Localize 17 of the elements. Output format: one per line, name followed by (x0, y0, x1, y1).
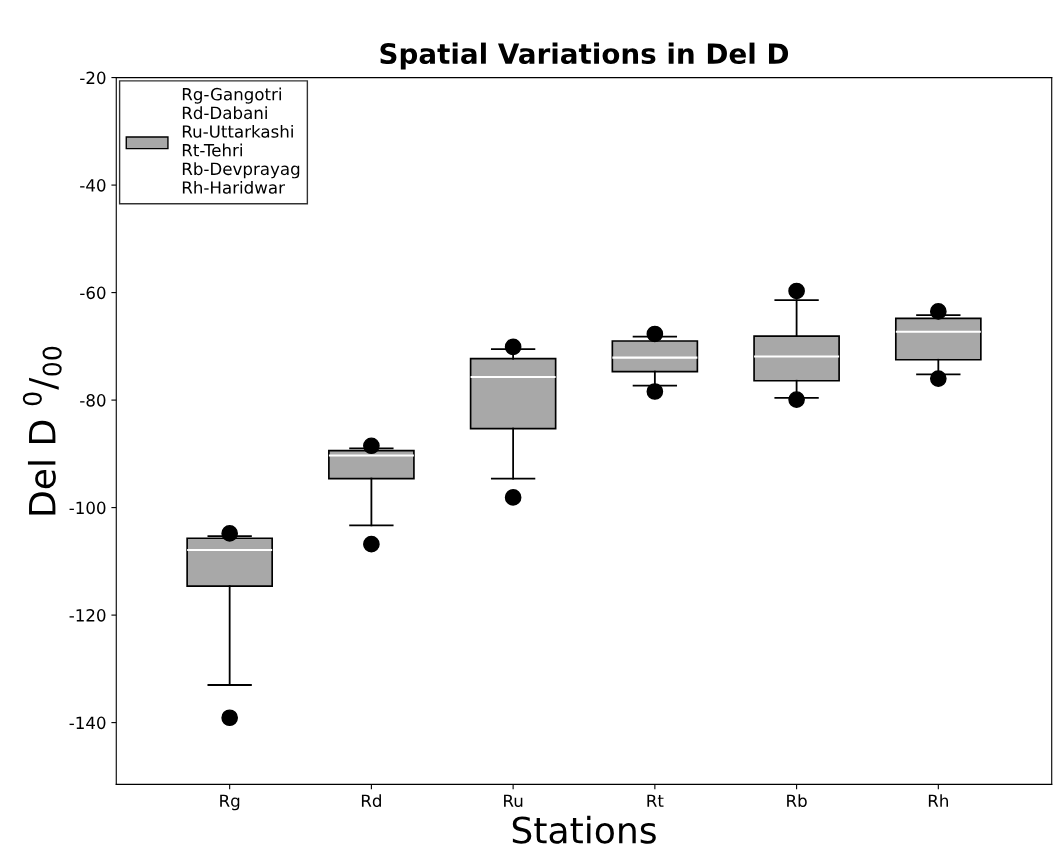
y-tick-label: -80 (80, 394, 106, 407)
y-tick-label: -20 (80, 71, 106, 85)
y-tick-label: -60 (80, 286, 106, 300)
x-tick-label: Rg (220, 794, 240, 811)
y-tick-label: -40 (80, 179, 106, 192)
legend-label: Rg-Gangotri Rd-Dabani Ru-Uttarkashi Rt-Tehri Rb-Devprayag Rh-Haridwar (182, 87, 300, 194)
y-tick-label: -100 (69, 501, 106, 515)
x-tick-label: Rb (787, 794, 807, 808)
x-tick-label: Ru (504, 794, 523, 808)
y-tick-label: -120 (69, 609, 106, 622)
y-axis-title: Del D $^{0}$/$_{00}$ (22, 346, 62, 515)
chart-title: Spatial Variations in Del D (380, 42, 789, 70)
x-axis-title: Stations (512, 815, 656, 844)
x-tick-label: Rt (647, 794, 664, 807)
x-tick-label: Rh (928, 794, 948, 807)
x-tick-label: Rd (361, 794, 381, 808)
y-tick-label: -140 (69, 716, 106, 730)
